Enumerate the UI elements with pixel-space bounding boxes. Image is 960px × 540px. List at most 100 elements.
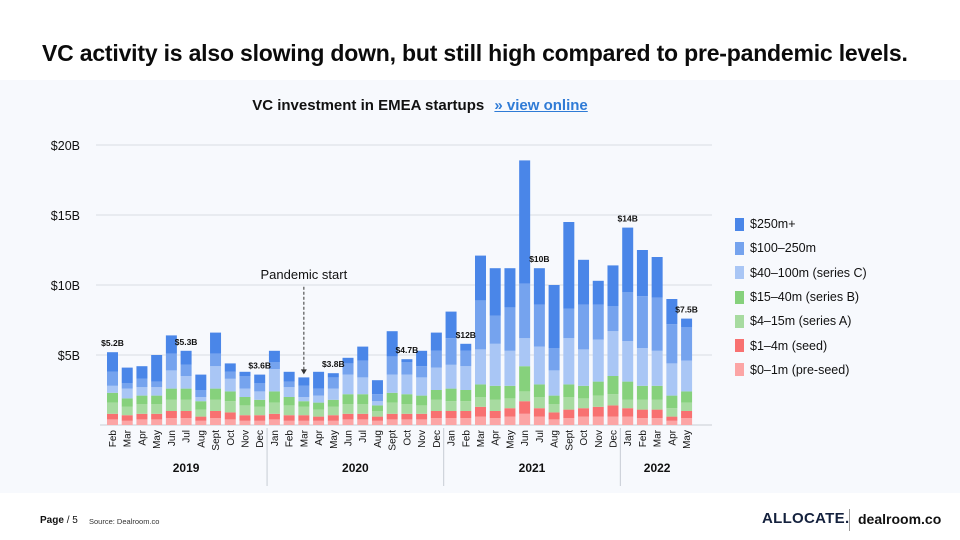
bar-segment — [460, 350, 472, 367]
x-tick-label: Jun — [520, 430, 531, 446]
bar-segment — [592, 280, 604, 305]
bar-segment — [401, 404, 413, 414]
x-tick-label: Sept — [388, 430, 399, 451]
view-online-link[interactable]: » view online — [494, 97, 588, 114]
bar-segment — [151, 381, 163, 388]
x-tick-label: Nov — [594, 430, 605, 448]
bar-segment — [563, 409, 575, 418]
bar-segment — [180, 376, 192, 389]
x-tick-label: Dec — [432, 430, 443, 448]
bar-segment — [327, 373, 339, 378]
x-tick-label: Nov — [417, 430, 428, 448]
x-tick-label: Mar — [123, 429, 134, 447]
bar-segment — [460, 390, 472, 402]
bar-segment — [622, 416, 634, 425]
bar-segment — [489, 343, 501, 386]
bar-segment — [607, 306, 619, 332]
bar-segment — [651, 257, 663, 298]
bar-segment — [475, 255, 486, 301]
bar-segment — [165, 399, 177, 411]
bar-segment — [357, 360, 369, 378]
bar-segment — [268, 419, 280, 425]
bar-segment — [651, 418, 663, 425]
bar-segment — [224, 401, 236, 413]
bar-segment — [254, 399, 266, 407]
bar-segment — [578, 416, 590, 425]
bar-segment — [121, 406, 133, 416]
bar-segment — [180, 364, 192, 376]
bar-segment — [519, 391, 531, 402]
bar-segment — [416, 405, 428, 414]
bar-segment — [607, 331, 619, 376]
x-tick-label: Sept — [211, 430, 222, 451]
bar-segment — [239, 397, 251, 406]
bar-segment — [519, 160, 531, 284]
bar-segment — [578, 408, 590, 417]
bar-segment — [401, 394, 413, 404]
bar-segment — [607, 405, 619, 417]
headline: VC activity is also slowing down, but st… — [42, 40, 908, 66]
dealroom-logo: dealroom.co — [858, 511, 942, 527]
x-tick-label: Oct — [579, 430, 590, 446]
bar-segment — [430, 411, 442, 418]
bar-segment — [666, 324, 678, 364]
bar-segment — [416, 395, 428, 406]
legend-label: $100–250m — [750, 241, 817, 256]
bar-segment — [121, 415, 133, 421]
bar-segment — [107, 385, 118, 393]
bar-segment — [430, 418, 442, 425]
x-tick-label: Apr — [667, 429, 678, 445]
bar-segment — [681, 391, 693, 403]
bar-segment — [342, 374, 354, 395]
bar-segment — [239, 371, 251, 376]
bar-segment — [268, 402, 280, 414]
x-tick-label: Feb — [108, 430, 119, 448]
bar-segment — [578, 385, 590, 399]
bar-segment — [357, 377, 369, 395]
x-tick-label: May — [505, 430, 516, 449]
bar-segment — [357, 413, 369, 420]
bar-segment — [136, 404, 148, 414]
bar-segment — [136, 378, 148, 388]
bar-segment — [239, 415, 251, 421]
bar-segment — [327, 399, 339, 407]
bar-segment — [651, 409, 663, 418]
x-tick-label: May — [329, 430, 340, 449]
bar-segment — [254, 383, 266, 392]
x-tick-label: Mar — [299, 429, 310, 447]
legend-label: $40–100m (series C) — [750, 265, 867, 280]
bar-segment — [386, 413, 398, 420]
bar-segment — [489, 268, 501, 316]
bar-segment — [254, 374, 266, 383]
logo-divider — [849, 509, 850, 531]
bar-segment — [622, 381, 634, 400]
bar-segment — [268, 362, 280, 369]
bar-segment — [430, 350, 442, 368]
bar-segment — [401, 359, 413, 362]
bar-segment — [298, 377, 310, 386]
bar-segment — [430, 399, 442, 411]
bar-segment — [298, 401, 310, 407]
x-tick-label: Nov — [240, 430, 251, 448]
bar-segment — [224, 363, 236, 372]
bar-segment — [666, 416, 678, 421]
bar-segment — [342, 357, 354, 364]
legend-swatch — [735, 266, 744, 280]
bar-segment — [651, 350, 663, 386]
legend-label: $250m+ — [750, 217, 796, 232]
bar-segment — [210, 418, 222, 425]
bar-segment — [548, 348, 560, 371]
bar-segment — [651, 399, 663, 410]
bar-segment — [180, 399, 192, 411]
bar-segment — [651, 297, 663, 351]
x-tick-label: Oct — [402, 430, 413, 446]
bar-segment — [460, 366, 472, 390]
bar-segment — [268, 413, 280, 420]
x-tick-label: May — [152, 430, 163, 449]
bar-segment — [636, 250, 648, 297]
bar-segment — [666, 299, 678, 325]
bar-segment — [489, 399, 501, 411]
bar-segment — [636, 348, 648, 386]
legend-label: $1–4m (seed) — [750, 338, 828, 353]
